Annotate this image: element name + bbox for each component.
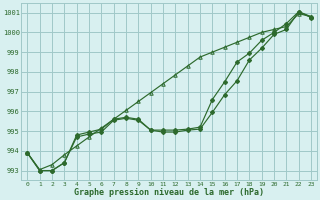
X-axis label: Graphe pression niveau de la mer (hPa): Graphe pression niveau de la mer (hPa): [74, 188, 264, 197]
